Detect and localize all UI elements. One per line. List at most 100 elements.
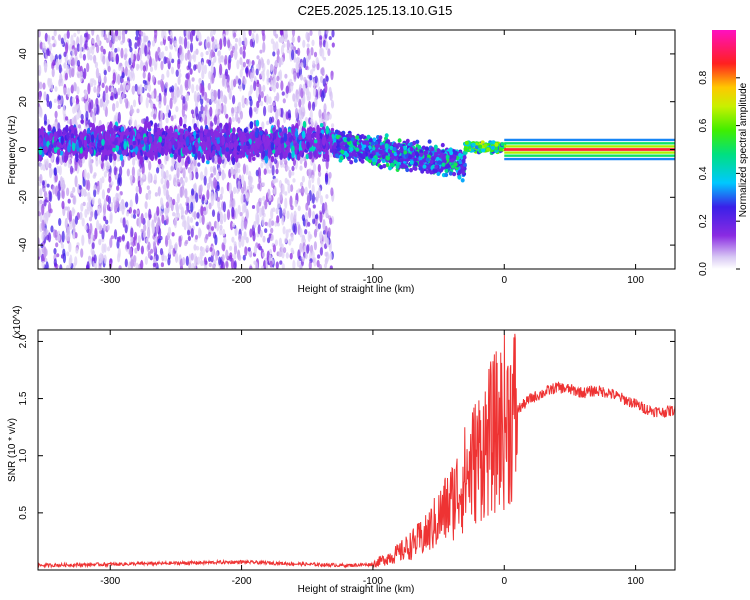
spectrogram-point	[209, 120, 213, 132]
spectrogram-point	[151, 224, 156, 234]
spectrogram-point	[241, 203, 246, 214]
spectrogram-point	[272, 41, 276, 52]
spectrogram-point	[195, 245, 200, 251]
spectrogram-point	[129, 246, 133, 256]
spectrogram-point	[41, 203, 45, 216]
spectrogram-point	[287, 183, 291, 194]
spectrogram-point	[201, 61, 205, 73]
spectrogram-point	[40, 126, 44, 136]
spectrogram-point	[304, 186, 308, 195]
spectrogram-point	[232, 134, 237, 142]
spectrogram-point	[198, 78, 202, 84]
spectrogram-point	[103, 75, 107, 84]
spectrogram-point	[166, 179, 170, 189]
spectrogram-point	[285, 140, 290, 145]
spectrogram-point	[57, 234, 61, 242]
spectrogram-point	[287, 109, 291, 117]
spectrogram-point	[234, 140, 239, 148]
spectrogram-point	[170, 164, 174, 172]
spectrogram-point	[299, 188, 303, 193]
spectrogram-point	[239, 150, 243, 155]
spectrogram-point	[284, 73, 288, 79]
spectrogram-point	[91, 78, 95, 83]
spectrogram-point	[275, 41, 279, 52]
spectrogram-point	[116, 47, 120, 52]
spectrogram-point	[48, 126, 52, 132]
spectrogram-point	[58, 54, 62, 60]
spectrogram-point	[169, 153, 174, 158]
spectrogram-point	[231, 156, 236, 166]
spectrogram-point	[157, 186, 161, 197]
spectrogram-point	[115, 126, 119, 132]
spectrogram-point	[307, 53, 312, 60]
spectrogram-point	[293, 210, 297, 220]
spectrogram-point	[239, 57, 243, 66]
spectrogram-point	[90, 232, 94, 240]
spectrogram-point	[211, 150, 216, 155]
spectrogram-point	[217, 88, 221, 100]
spectrogram-point	[323, 263, 328, 269]
spectrogram-point	[193, 50, 197, 63]
spectrogram-point	[116, 185, 120, 191]
spectrogram-point	[211, 209, 216, 217]
spectrogram-point	[264, 141, 268, 151]
spectrogram-point	[172, 212, 176, 217]
spectrogram-point	[69, 220, 73, 230]
spectrogram-point	[193, 253, 197, 265]
spectrogram-point	[261, 206, 265, 216]
spectrogram-point	[166, 133, 170, 144]
spectrogram-point	[245, 98, 249, 106]
spectrogram-point	[286, 166, 290, 171]
spectrogram-point	[119, 83, 124, 92]
spectrogram-point	[55, 242, 59, 248]
spectrogram-point	[138, 186, 142, 195]
spectrogram-point	[124, 47, 128, 55]
spectrogram-point	[285, 229, 289, 239]
spectrogram-point	[65, 116, 69, 121]
spectrogram-point	[191, 163, 195, 173]
spectrogram-point	[107, 65, 111, 73]
spectrogram-point	[200, 98, 204, 106]
spectrogram-point	[84, 224, 88, 231]
spectrogram-point	[226, 153, 231, 162]
spectrogram-point	[271, 102, 276, 107]
spectrogram-point	[139, 180, 143, 186]
spectrogram-point	[160, 197, 164, 207]
spectrogram-point	[311, 101, 316, 112]
spectrogram-point	[43, 246, 47, 258]
spectrogram-point	[448, 171, 453, 176]
spectrogram-point	[46, 93, 50, 103]
spectrogram-point	[259, 144, 264, 154]
spectrogram-point	[39, 81, 43, 90]
spectrogram-point	[174, 212, 178, 221]
spectrogram-point	[163, 94, 167, 106]
spectrogram-point	[164, 45, 168, 52]
spectrogram-point	[110, 235, 114, 240]
spectrogram-point	[175, 201, 179, 212]
spectrogram-point	[233, 260, 237, 269]
spectrogram-point	[173, 152, 178, 160]
spectrogram-point	[165, 154, 169, 161]
spectrogram-point	[80, 113, 84, 120]
spectrogram-point	[75, 247, 79, 254]
spectrogram-point	[304, 229, 308, 235]
spectrogram-point	[248, 181, 252, 186]
spectrogram-point	[179, 84, 183, 96]
spectrogram-point	[291, 49, 295, 61]
spectrogram-point	[109, 95, 114, 101]
spectrogram-point	[136, 36, 140, 48]
spectrogram-point	[41, 219, 45, 232]
spectrogram-point	[326, 237, 330, 248]
spectrogram-point	[82, 71, 87, 80]
spectrogram-point	[76, 86, 80, 95]
spectrogram-point	[307, 221, 311, 227]
spectrogram-point	[217, 50, 222, 57]
spectrogram-point	[165, 201, 169, 209]
spectrogram-point	[245, 208, 249, 219]
spectrogram-point	[160, 167, 165, 179]
spectrogram-point	[202, 206, 207, 212]
spectrogram-point	[230, 142, 234, 150]
spectrogram-point	[76, 59, 81, 67]
spectrogram-point	[114, 30, 119, 37]
spectrogram-point	[161, 51, 165, 59]
